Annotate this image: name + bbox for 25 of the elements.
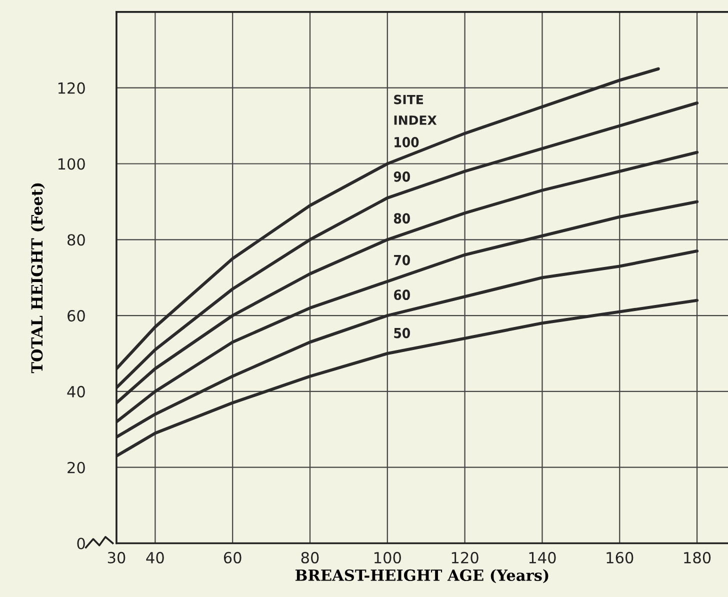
y-tick-label: 40 xyxy=(67,386,85,398)
y-tick-label: 20 xyxy=(68,462,85,474)
series-label: 100 xyxy=(394,136,419,148)
legend-title: SITE INDEX xyxy=(394,94,437,125)
x-tick-label: 30 xyxy=(108,552,126,564)
y-tick-label: 60 xyxy=(68,310,85,322)
x-tick-label: 120 xyxy=(452,552,478,564)
x-tick-label: 180 xyxy=(684,552,711,564)
y-tick-label: 120 xyxy=(58,82,85,94)
x-tick-label: 160 xyxy=(606,552,634,564)
series-label: 60 xyxy=(394,290,410,300)
series-label: 70 xyxy=(394,254,410,266)
x-tick-label: 40 xyxy=(146,552,164,564)
x-tick-label: 140 xyxy=(529,552,556,564)
series-label: 80 xyxy=(394,213,410,224)
x-axis-title: BREAST-HEIGHT AGE (Years) xyxy=(296,569,548,584)
y-tick-label: 0 xyxy=(77,538,85,550)
series-label: 90 xyxy=(394,171,410,182)
series-label: 50 xyxy=(394,328,410,338)
x-tick-label: 80 xyxy=(301,552,319,564)
y-axis-title: TOTAL HEIGHT (Feet) xyxy=(30,183,45,374)
x-tick-label: 60 xyxy=(224,552,242,564)
y-tick-label: 80 xyxy=(68,234,85,246)
y-tick-label: 100 xyxy=(58,158,85,170)
x-tick-label: 100 xyxy=(374,552,401,564)
